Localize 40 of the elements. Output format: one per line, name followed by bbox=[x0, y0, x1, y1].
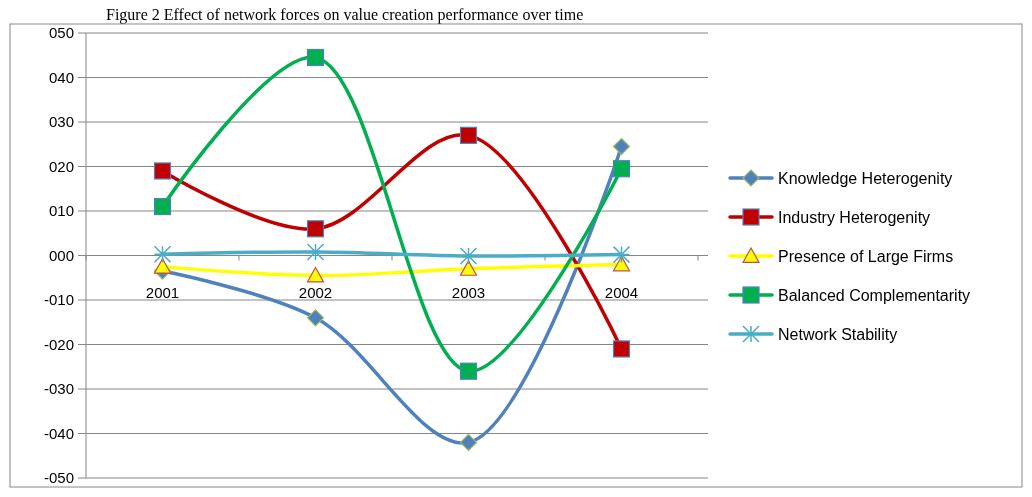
point bbox=[306, 309, 325, 327]
x-tick-label: 2003 bbox=[451, 283, 486, 301]
legend-label: Industry Heterogenity bbox=[778, 208, 931, 226]
y-tick-label: -030 bbox=[43, 380, 74, 398]
point bbox=[153, 197, 172, 216]
chart-title: Figure 2 Effect of network forces on value creation performance over time bbox=[106, 6, 584, 24]
point bbox=[306, 220, 325, 238]
y-tick-label: 010 bbox=[48, 202, 74, 220]
point bbox=[306, 48, 325, 67]
point bbox=[612, 245, 631, 264]
point bbox=[153, 162, 172, 180]
x-tick-label: 2001 bbox=[145, 283, 180, 301]
point bbox=[612, 137, 631, 156]
point bbox=[459, 260, 478, 276]
point bbox=[459, 126, 478, 144]
point bbox=[459, 433, 478, 451]
point bbox=[459, 247, 478, 265]
point bbox=[612, 255, 631, 272]
legend-label: Knowledge Heterogenity bbox=[778, 169, 953, 187]
x-tick-label: 2004 bbox=[604, 283, 639, 301]
legend-label: Network Stability bbox=[778, 325, 898, 343]
y-tick-label: 040 bbox=[48, 68, 74, 86]
point bbox=[153, 258, 172, 274]
y-tick-label: -020 bbox=[43, 335, 74, 353]
y-tick-label: 050 bbox=[48, 24, 74, 42]
point bbox=[153, 245, 172, 263]
legend-label: Balanced Complementarity bbox=[778, 286, 971, 304]
y-tick-label: -050 bbox=[43, 469, 74, 487]
y-tick-label: 020 bbox=[48, 157, 74, 175]
x-tick-label: 2002 bbox=[298, 283, 333, 301]
y-tick-label: -010 bbox=[43, 291, 74, 309]
point bbox=[306, 266, 325, 283]
y-tick-label: 000 bbox=[48, 246, 74, 264]
point bbox=[306, 243, 325, 261]
legend-label: Presence of Large Firms bbox=[778, 247, 954, 265]
y-tick-label: 030 bbox=[48, 113, 74, 131]
point bbox=[612, 160, 631, 178]
y-tick-label: -040 bbox=[43, 424, 74, 442]
point bbox=[459, 362, 478, 380]
point bbox=[612, 340, 631, 358]
